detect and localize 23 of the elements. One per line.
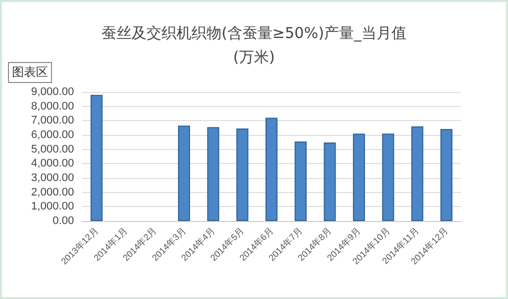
chart-title: 蚕丝及交织机织物(含蚕量≥50%)产量_当月值 (万米) <box>101 24 407 66</box>
text: 图表区 <box>8 62 52 83</box>
bar <box>440 128 452 221</box>
bar <box>236 128 248 221</box>
bar <box>294 141 307 221</box>
bar <box>352 134 365 221</box>
bar <box>207 127 220 221</box>
y-tick-label: 5,000.00 <box>31 143 74 156</box>
bar <box>266 118 278 221</box>
y-tick-label: 7,000.00 <box>31 114 74 127</box>
y-tick-label: 1,000.00 <box>31 200 74 213</box>
bar <box>178 126 190 221</box>
bar <box>90 94 103 221</box>
y-tick-label: 0.00 <box>52 215 74 227</box>
y-tick-label: 4,000.00 <box>31 158 74 170</box>
y-tick-label: 8,000.00 <box>31 100 74 112</box>
bar <box>382 134 394 221</box>
y-tick-label: 9,000.00 <box>31 86 74 98</box>
y-tick-label: 6,000.00 <box>31 129 74 141</box>
y-tick-label: 2,000.00 <box>31 186 74 198</box>
y-tick-label: 3,000.00 <box>31 172 74 184</box>
bar <box>411 126 424 221</box>
bar <box>324 142 336 221</box>
